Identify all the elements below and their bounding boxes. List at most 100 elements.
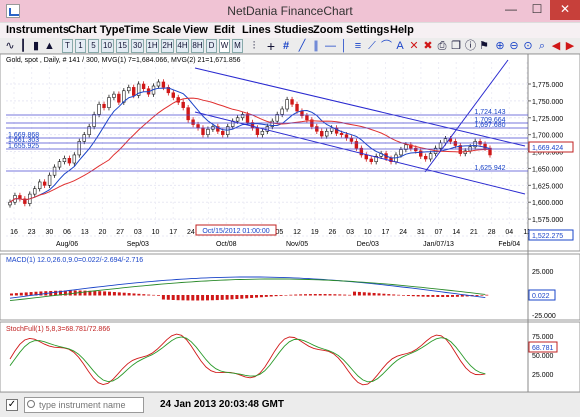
- maximize-button[interactable]: ☐: [531, 2, 543, 16]
- timescale-1m-button[interactable]: 1: [75, 39, 86, 53]
- menu-time-scale[interactable]: Time Scale: [124, 24, 182, 36]
- text-tool-icon[interactable]: A: [396, 40, 404, 52]
- macd-histogram-bar: [259, 295, 263, 298]
- macd-histogram-bar: [357, 291, 361, 296]
- macd-histogram-bar: [29, 292, 33, 296]
- timescale-daily-button[interactable]: D: [206, 39, 217, 53]
- macd-histogram-bar: [108, 291, 111, 296]
- instrument-search-input[interactable]: [24, 397, 144, 413]
- candle-body: [226, 126, 230, 135]
- candle-body: [42, 181, 47, 186]
- candle-body: [483, 143, 487, 149]
- crosshair-icon[interactable]: +: [266, 38, 276, 54]
- timescale-15m-button[interactable]: 15: [116, 39, 129, 53]
- fibonacci-icon[interactable]: ≡: [354, 40, 362, 52]
- timescale-tick-button[interactable]: T: [62, 39, 73, 53]
- cursor-date-box: [195, 224, 277, 236]
- timescale-1h-button[interactable]: 1H: [146, 39, 159, 53]
- macd-histogram-bar: [176, 295, 180, 301]
- scroll-left-icon[interactable]: ◀: [551, 40, 561, 52]
- minimize-button[interactable]: —: [505, 2, 517, 16]
- area-chart-icon[interactable]: ▲: [44, 40, 55, 52]
- macd-histogram-bar: [313, 294, 317, 296]
- grid-icon[interactable]: #: [282, 40, 290, 52]
- timescale-monthly-button[interactable]: M: [232, 39, 243, 53]
- ma-short-line: [9, 87, 491, 203]
- macd-histogram-bar: [343, 294, 347, 296]
- macd-histogram-bar: [245, 295, 249, 299]
- timescale-4h-button[interactable]: 4H: [176, 39, 189, 53]
- timescale-2h-button[interactable]: 2H: [161, 39, 174, 53]
- candle-chart-icon[interactable]: ▮: [32, 40, 40, 52]
- chart-canvas[interactable]: Gold, spot , Daily, # 141 / 300, MVG(1) …: [0, 54, 580, 392]
- menu-help[interactable]: Help: [390, 24, 414, 36]
- menu-instruments[interactable]: Instruments: [6, 24, 69, 36]
- candle-body: [364, 154, 368, 160]
- macd-tick-label: -25.000: [532, 313, 556, 320]
- delete-line-icon[interactable]: ✕: [409, 40, 419, 52]
- app-icon: [6, 4, 20, 18]
- macd-histogram-bar: [225, 295, 229, 300]
- menu-studies[interactable]: Studies: [274, 24, 314, 36]
- macd-histogram-bar: [63, 290, 67, 296]
- arc-icon[interactable]: ⌒: [381, 40, 392, 52]
- candle-body: [344, 134, 349, 139]
- menu-zoom[interactable]: Zoom: [313, 24, 343, 36]
- day-tick-label: 17: [382, 229, 390, 236]
- line-chart-icon[interactable]: ∿: [5, 40, 15, 52]
- zoom-fit-icon[interactable]: ⌕: [538, 40, 546, 52]
- search-icon: [27, 400, 35, 408]
- print-icon[interactable]: ⎙: [437, 40, 447, 52]
- timescale-10m-button[interactable]: 10: [101, 39, 114, 53]
- zoom-in-icon[interactable]: ⊕: [495, 40, 505, 52]
- delete-all-icon[interactable]: ✖: [423, 40, 433, 52]
- copy-icon[interactable]: ❐: [451, 40, 461, 52]
- main-panel: [0, 54, 580, 252]
- menu-edit[interactable]: Edit: [214, 24, 235, 36]
- candle-body: [320, 130, 324, 137]
- link-toggle[interactable]: ✓: [6, 399, 18, 411]
- timescale-weekly-button[interactable]: W: [219, 39, 230, 53]
- timescale-30m-button[interactable]: 30: [131, 39, 144, 53]
- candle-body: [285, 99, 289, 110]
- info-icon[interactable]: ⓘ: [465, 40, 476, 52]
- zoom-out-icon[interactable]: ⊖: [509, 40, 519, 52]
- horizontal-line-icon[interactable]: —: [325, 40, 336, 52]
- timescale-8h-button[interactable]: 8H: [191, 39, 204, 53]
- price-tick-label: 1,600.000: [532, 200, 563, 207]
- trendline-icon[interactable]: ╱: [298, 40, 306, 52]
- zoom-reset-icon[interactable]: ⊙: [523, 40, 533, 52]
- candle-body: [235, 117, 240, 122]
- macd-histogram-bar: [372, 292, 376, 296]
- candle-body: [62, 158, 67, 162]
- bookmark-icon[interactable]: ⚑: [479, 40, 489, 52]
- menu-settings[interactable]: Settings: [346, 24, 390, 36]
- menu-chart-type[interactable]: Chart Type: [68, 24, 125, 36]
- candle-body: [414, 147, 418, 152]
- scroll-right-icon[interactable]: ▶: [565, 40, 575, 52]
- candle-body: [141, 83, 146, 90]
- candle-body: [161, 81, 166, 88]
- timescale-5m-button[interactable]: 5: [88, 39, 99, 53]
- macd-histogram-bar: [333, 294, 337, 296]
- studies-icon[interactable]: ⫶: [252, 40, 256, 52]
- fan-icon[interactable]: ⟋: [368, 40, 376, 52]
- day-tick-label: 30: [45, 229, 53, 236]
- close-button[interactable]: ✕: [550, 0, 580, 20]
- candle-body: [72, 154, 77, 164]
- candle-body: [359, 147, 364, 156]
- macd-histogram-bar: [255, 295, 258, 298]
- macd-value-box: [528, 289, 556, 301]
- chart-area[interactable]: Gold, spot , Daily, # 141 / 300, MVG(1) …: [0, 54, 580, 392]
- menu-lines[interactable]: Lines: [242, 24, 271, 36]
- day-tick-label: 13: [81, 229, 89, 236]
- candle-body: [419, 150, 423, 157]
- menu-view[interactable]: View: [183, 24, 208, 36]
- candle-body: [453, 141, 458, 146]
- vertical-line-icon[interactable]: │: [340, 40, 348, 52]
- bar-chart-icon[interactable]: ┃: [19, 40, 27, 52]
- channel-icon[interactable]: ∥: [313, 40, 319, 52]
- macd-histogram-bar: [157, 295, 160, 296]
- month-tick-label: Feb/04: [498, 241, 520, 248]
